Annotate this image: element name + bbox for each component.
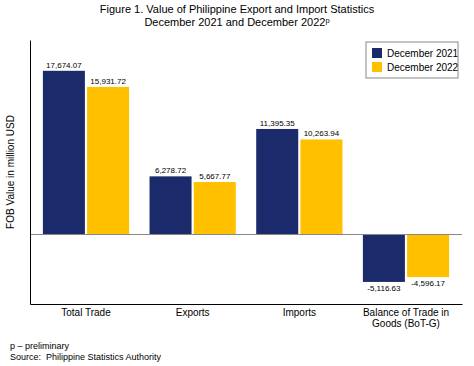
chart: Total Trade Exports Imports Balance of Trad… <box>0 0 474 366</box>
y-axis <box>30 41 31 305</box>
legend-item: December 2022 <box>372 62 459 73</box>
bar <box>407 235 449 278</box>
bar <box>43 71 85 235</box>
footnote: p – preliminarySource: Philippine Statis… <box>10 341 162 362</box>
x-tick-label: Imports <box>283 307 316 318</box>
data-label: -4,596.17 <box>411 279 445 288</box>
x-tick-label: Total Trade <box>61 307 111 318</box>
legend-label: December 2021 <box>387 48 459 59</box>
x-axis-line <box>31 304 463 305</box>
x-tick: Total Trade <box>61 304 111 318</box>
legend-frame <box>366 42 458 78</box>
bar <box>363 235 405 282</box>
legend-item: December 2021 <box>372 48 459 59</box>
legend-swatch <box>372 48 382 58</box>
data-label: -5,116.63 <box>367 284 401 293</box>
title: Figure 1. Value of Philippine Export and… <box>100 3 375 28</box>
bar <box>300 139 342 234</box>
legend-label: December 2022 <box>387 62 459 73</box>
bars <box>43 71 449 282</box>
x-tick: Exports <box>176 304 210 318</box>
background <box>0 0 474 366</box>
x-tick-label: Exports <box>176 307 210 318</box>
data-label: 6,278.72 <box>155 166 187 175</box>
x-tick-label: Balance of Trade inGoods (BoT-G) <box>363 307 449 329</box>
bar <box>87 87 129 235</box>
bar <box>194 182 236 235</box>
baseline <box>30 234 462 235</box>
x-tick: Imports <box>283 304 316 318</box>
data-label: 17,674.07 <box>46 61 82 70</box>
y-axis-line <box>30 41 31 305</box>
data-labels: 17,674.07 6,278.72 11,395.35 -5,116.63 15,93… <box>46 61 445 293</box>
data-label: 11,395.35 <box>260 119 296 128</box>
x-axis: Total Trade Exports Imports Balance of Trad… <box>31 304 463 329</box>
x-tick: Balance of Trade inGoods (BoT-G) <box>363 304 449 329</box>
data-label: 10,263.94 <box>304 129 340 138</box>
y-axis-title: FOB Value in million USD <box>5 115 16 229</box>
legend: December 2021 December 2022 <box>366 42 459 78</box>
bar <box>256 129 298 235</box>
legend-swatch <box>372 62 382 72</box>
bar <box>150 176 192 234</box>
data-label: 5,667.77 <box>199 172 231 181</box>
data-label: 15,931.72 <box>90 77 126 86</box>
